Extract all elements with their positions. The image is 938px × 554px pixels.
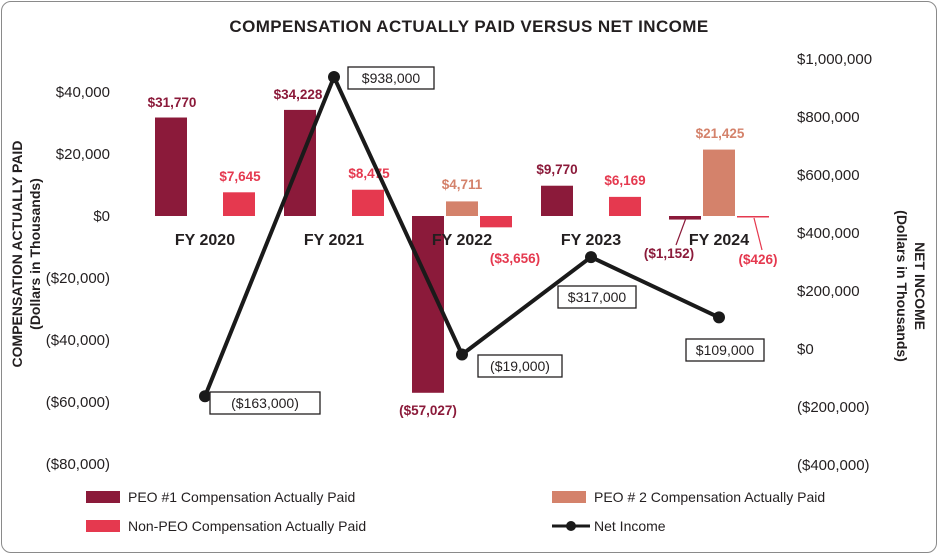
net-income-data-label: ($163,000) (231, 395, 299, 411)
net-income-data-label: $938,000 (362, 70, 421, 86)
bar-data-label: $8,475 (348, 166, 390, 181)
right-tick-label: $0 (797, 341, 814, 358)
chart-title: COMPENSATION ACTUALLY PAID VERSUS NET IN… (229, 17, 708, 36)
legend-swatch-marker (566, 521, 576, 531)
right-tick-label: $800,000 (797, 109, 860, 126)
bar-series2-3 (446, 201, 478, 216)
right-axis-label-line1: NET INCOME (912, 242, 928, 330)
legend-label: PEO # 2 Compensation Actually Paid (594, 489, 825, 505)
category-label: FY 2024 (689, 232, 749, 249)
legend-label: PEO #1 Compensation Actually Paid (128, 489, 355, 505)
bar-data-label: ($3,656) (490, 251, 540, 266)
bar-series1-1 (155, 117, 187, 216)
net-income-data-label: ($19,000) (490, 358, 550, 374)
net-income-point-4 (585, 251, 597, 264)
bar-data-label: $7,645 (219, 169, 261, 184)
bar-data-label: ($57,027) (399, 403, 457, 418)
bar-data-label: $34,228 (274, 87, 323, 102)
bar-series1-4 (541, 185, 573, 216)
net-income-label-box (209, 391, 321, 415)
bar-data-label: $4,711 (442, 177, 483, 192)
net-income-label-box (557, 285, 637, 309)
legend-label: Net Income (594, 518, 666, 534)
bar-series3-4 (609, 196, 641, 216)
bar-series3-1 (223, 192, 255, 216)
left-tick-label: ($40,000) (46, 332, 110, 349)
right-tick-label: $400,000 (797, 225, 860, 242)
left-tick-label: $0 (93, 208, 110, 225)
right-tick-label: ($200,000) (797, 399, 870, 416)
right-tick-label: $1,000,000 (797, 51, 872, 68)
left-axis-label-line2: (Dollars in Thousands) (27, 178, 43, 330)
legend-label: Non-PEO Compensation Actually Paid (128, 518, 366, 534)
left-tick-label: ($20,000) (46, 270, 110, 287)
bar-series2-5 (703, 149, 735, 216)
net-income-data-label: $109,000 (696, 342, 755, 358)
bar-data-label: ($1,152) (644, 246, 694, 261)
net-income-point-1 (199, 390, 211, 403)
bar-series1-5 (669, 216, 701, 220)
left-tick-label: $40,000 (56, 84, 110, 101)
net-income-point-5 (713, 311, 725, 324)
legend-swatch (86, 491, 120, 503)
bar-data-label: $9,770 (536, 162, 577, 177)
category-label: FY 2021 (304, 232, 364, 249)
left-tick-label: ($80,000) (46, 456, 110, 473)
right-tick-label: $200,000 (797, 283, 860, 300)
right-axis-label-line2: (Dollars in Thousands) (894, 210, 910, 362)
net-income-label-box (685, 338, 765, 362)
legend-swatch (552, 491, 586, 503)
legend-swatch (86, 520, 120, 532)
category-label: FY 2022 (432, 232, 492, 249)
net-income-point-2 (328, 70, 340, 83)
net-income-point-3 (456, 348, 468, 361)
leader-line (675, 217, 687, 246)
net-income-label-box (477, 354, 563, 378)
leader-line (753, 217, 763, 251)
left-axis-label-line1: COMPENSATION ACTUALLY PAID (9, 141, 25, 368)
bar-series3-5 (737, 216, 769, 218)
right-tick-label: ($400,000) (797, 457, 870, 474)
bar-data-label: $6,169 (604, 173, 645, 188)
bar-data-label: $21,425 (696, 126, 745, 141)
left-tick-label: ($60,000) (46, 394, 110, 411)
right-tick-label: $600,000 (797, 167, 860, 184)
bar-data-label: ($426) (738, 252, 777, 267)
bar-series3-3 (480, 216, 512, 228)
category-label: FY 2023 (561, 232, 621, 249)
net-income-data-label: $317,000 (568, 289, 627, 305)
bar-data-label: $31,770 (148, 95, 197, 110)
net-income-label-box (347, 66, 435, 90)
bar-series3-2 (352, 189, 384, 216)
left-tick-label: $20,000 (56, 146, 110, 163)
category-label: FY 2020 (175, 232, 235, 249)
